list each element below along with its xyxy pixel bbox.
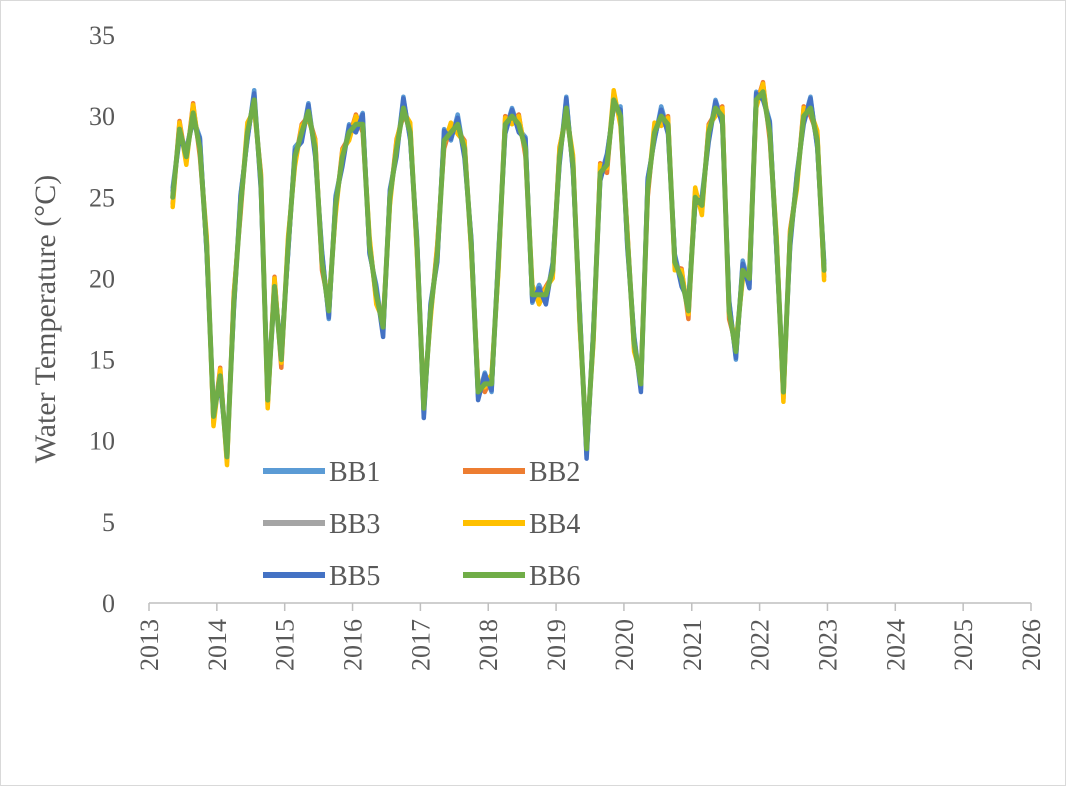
y-tick-label: 35	[89, 21, 115, 50]
x-tick-label: 2021	[678, 619, 707, 671]
x-tick-label: 2019	[542, 619, 571, 671]
legend-entry: BB4	[463, 509, 580, 540]
legend-entry: BB5	[263, 561, 380, 592]
legend-entry: BB6	[463, 561, 580, 592]
y-tick-label: 10	[89, 427, 115, 456]
x-tick-label: 2013	[135, 619, 164, 671]
x-tick-label: 2022	[746, 619, 775, 671]
x-tick-label: 2020	[610, 619, 639, 671]
legend-entry: BB1	[263, 457, 380, 488]
series-layer	[170, 79, 827, 468]
y-tick-label: 30	[89, 102, 115, 131]
legend-label: BB6	[529, 561, 580, 592]
legend-label: BB2	[529, 457, 580, 488]
y-tick-label: 25	[89, 183, 115, 212]
y-tick-label: 15	[89, 346, 115, 375]
x-tick-label: 2015	[271, 619, 300, 671]
x-tick-label: 2023	[813, 619, 842, 671]
x-tick-label: 2017	[406, 619, 435, 671]
legend-label: BB5	[329, 561, 380, 592]
series-line-bb6	[170, 89, 827, 460]
y-tick-label: 20	[89, 264, 115, 293]
x-tick-label: 2024	[881, 619, 910, 671]
y-axis-title: Water Temperature (°C)	[29, 175, 62, 463]
x-tick-label: 2016	[339, 619, 368, 671]
legend-entry: BB2	[463, 457, 580, 488]
x-tick-label: 2025	[949, 619, 978, 671]
y-tick-label: 5	[102, 508, 115, 537]
legend-label: BB3	[329, 509, 380, 540]
x-tick-label: 2018	[474, 619, 503, 671]
x-tick-label: 2026	[1017, 619, 1046, 671]
y-tick-label: 0	[102, 589, 115, 618]
legend-label: BB1	[329, 457, 380, 488]
legend-entry: BB3	[263, 509, 380, 540]
x-tick-label: 2014	[203, 619, 232, 671]
legend: BB1 BB2 BB3 BB4 BB5 BB6	[263, 457, 580, 592]
legend-label: BB4	[529, 509, 580, 540]
